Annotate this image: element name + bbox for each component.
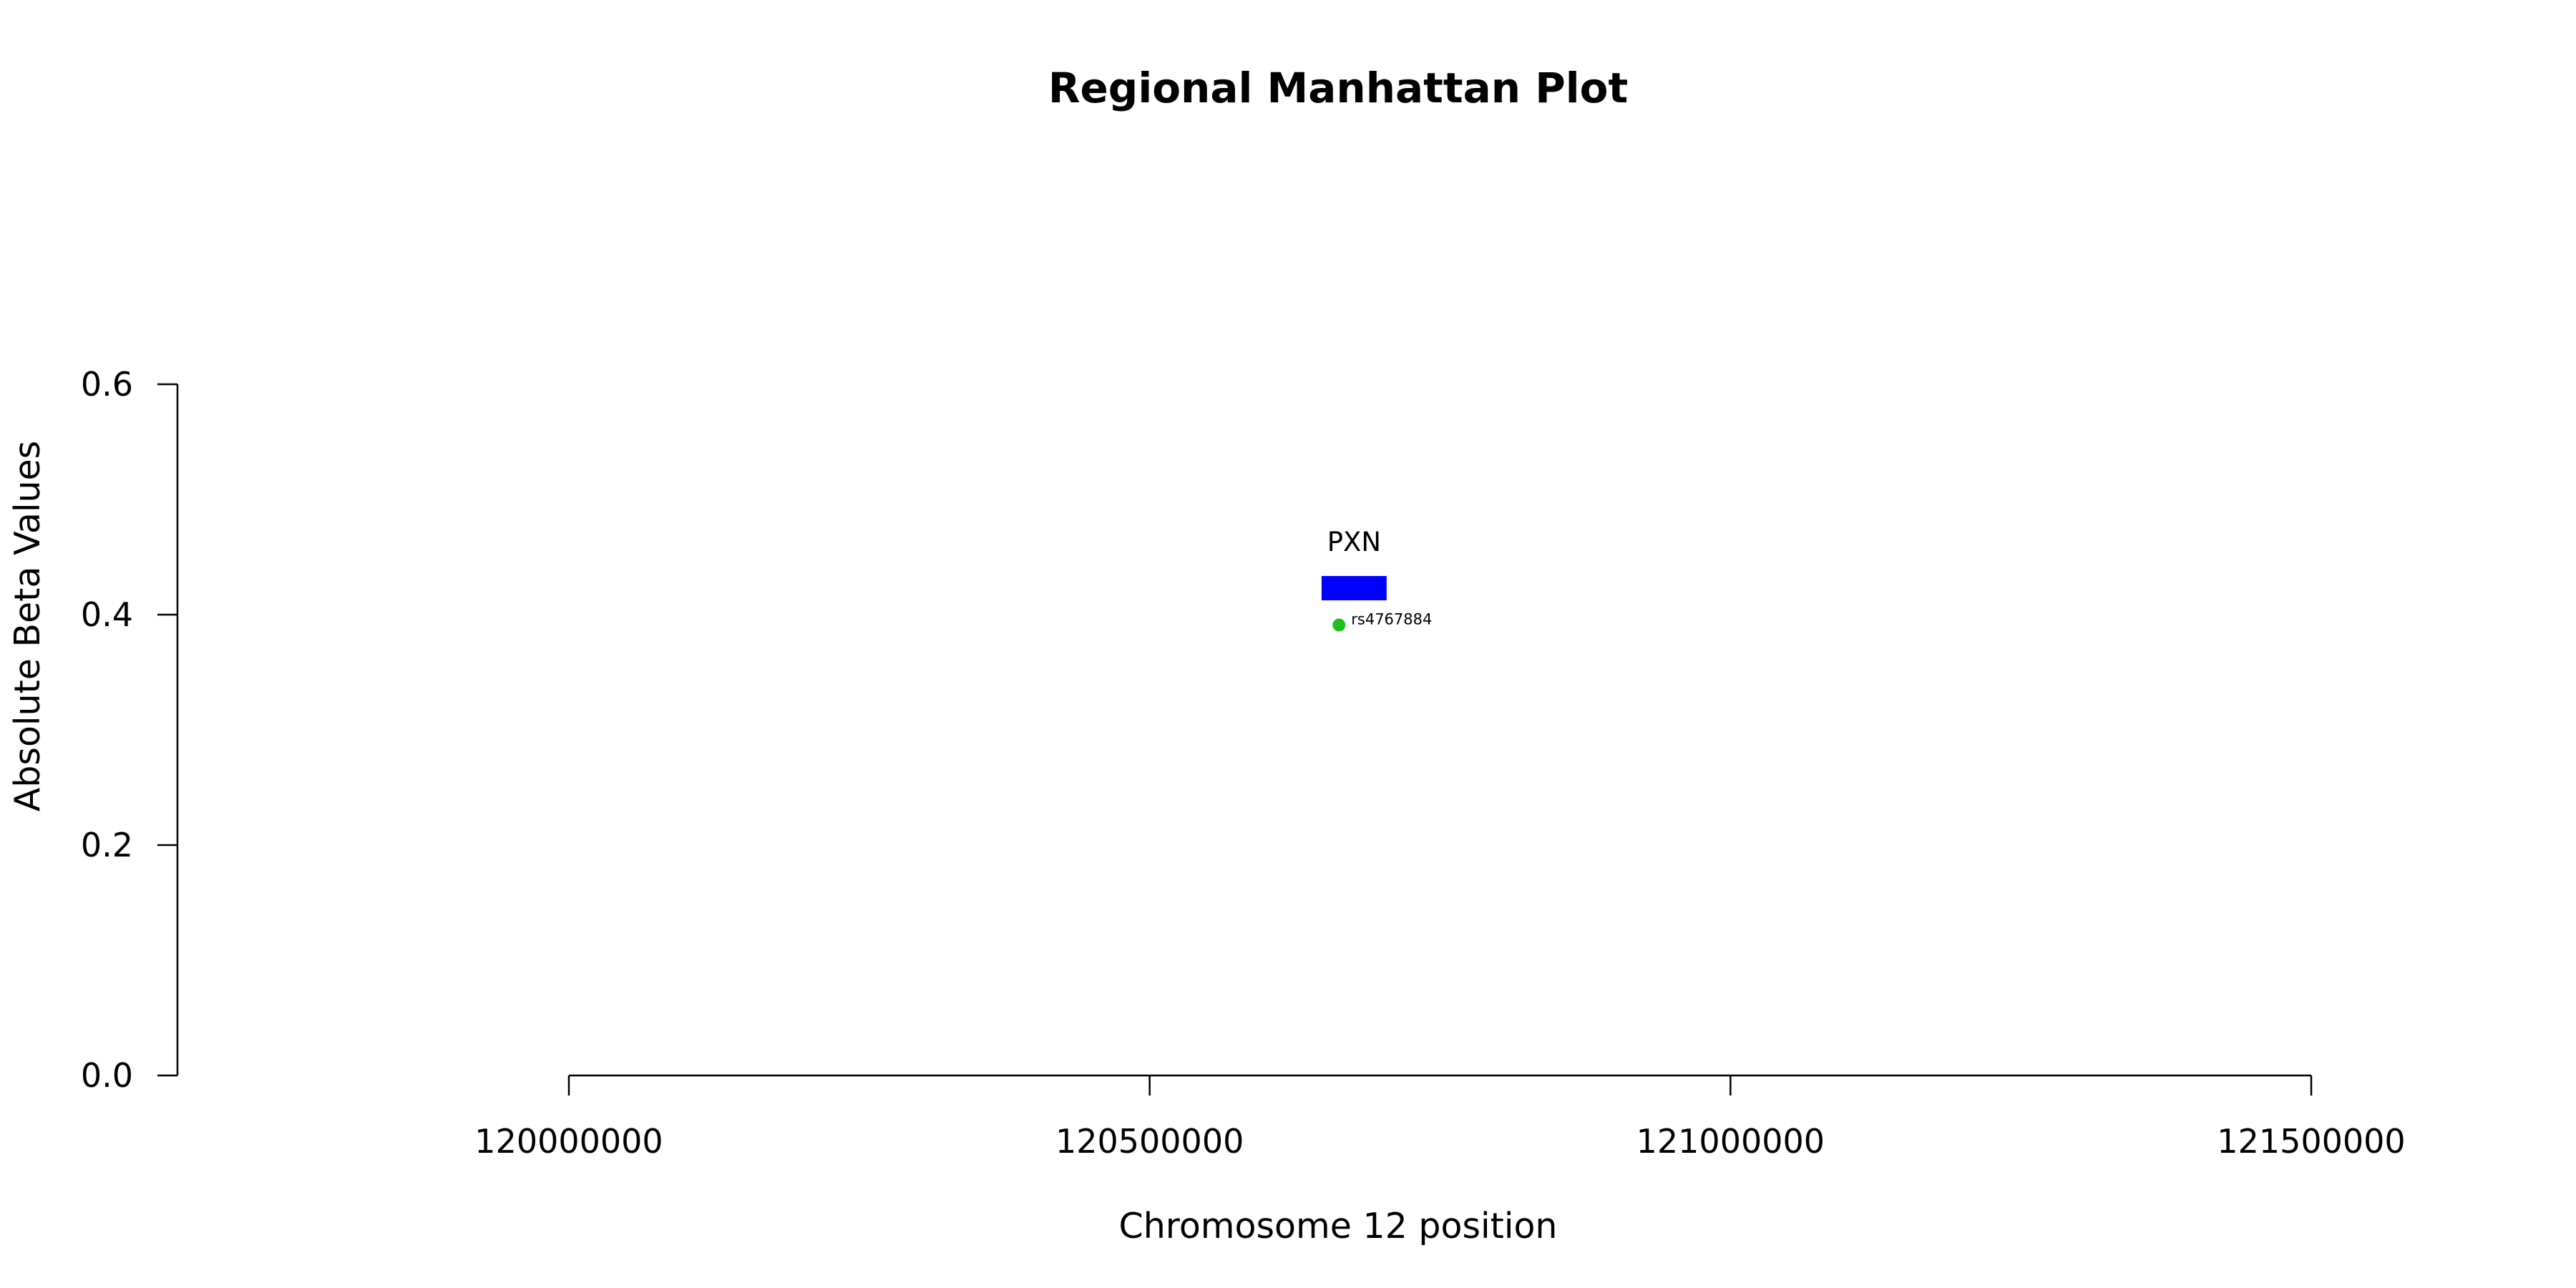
chart-title: Regional Manhattan Plot	[1048, 64, 1628, 112]
y-axis-title: Absolute Beta Values	[7, 441, 48, 811]
y-tick-label: 0.4	[81, 595, 133, 634]
x-tick-label: 121500000	[2217, 1122, 2405, 1161]
y-tick-label: 0.2	[81, 826, 133, 864]
y-axis: 0.0 0.2 0.4 0.6	[81, 365, 179, 1095]
x-tick-label: 120000000	[474, 1122, 663, 1161]
y-tick-label: 0.6	[81, 365, 133, 404]
snp-points: rs4767884	[1332, 610, 1432, 632]
y-tick-label: 0.0	[81, 1056, 133, 1095]
x-axis-title: Chromosome 12 position	[1118, 1206, 1557, 1246]
snp-point	[1332, 618, 1346, 632]
x-axis: 120000000 120500000 121000000 121500000	[474, 1074, 2406, 1161]
x-tick-label: 121000000	[1636, 1122, 1825, 1161]
gene-track: PXN	[1321, 527, 1387, 600]
x-tick-label: 120500000	[1055, 1122, 1244, 1161]
gene-label: PXN	[1327, 527, 1381, 557]
gene-bar	[1321, 575, 1387, 600]
snp-label: rs4767884	[1351, 610, 1432, 628]
